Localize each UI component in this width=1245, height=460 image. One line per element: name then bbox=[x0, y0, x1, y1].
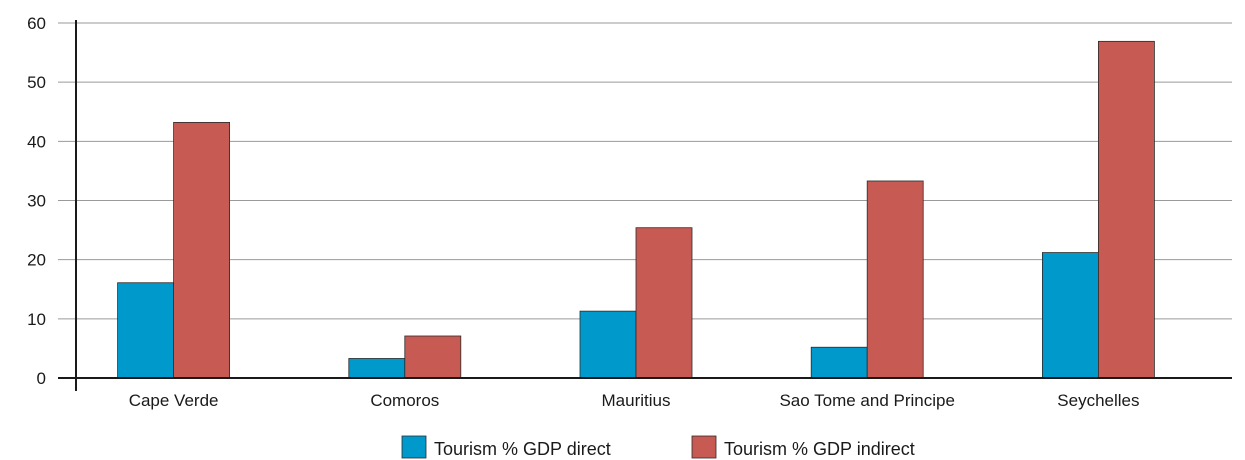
y-tick-label: 30 bbox=[27, 192, 46, 211]
x-category-label: Cape Verde bbox=[129, 391, 219, 410]
bar-direct bbox=[810, 346, 868, 379]
legend-swatch-direct bbox=[401, 435, 427, 459]
gridlines bbox=[58, 22, 1232, 320]
bar-direct bbox=[579, 310, 637, 379]
x-category-label: Mauritius bbox=[602, 391, 671, 410]
legend-swatch-indirect bbox=[691, 435, 717, 459]
bar-indirect bbox=[635, 227, 693, 379]
legend-label-direct: Tourism % GDP direct bbox=[434, 439, 611, 459]
bar-direct bbox=[348, 358, 406, 379]
bar-indirect bbox=[173, 122, 231, 379]
bar-direct bbox=[1042, 252, 1099, 379]
bar-direct bbox=[117, 282, 174, 379]
y-tick-label: 60 bbox=[27, 14, 46, 33]
bar-indirect bbox=[866, 180, 924, 379]
axes bbox=[58, 20, 1232, 391]
y-tick-label: 0 bbox=[37, 369, 46, 388]
y-tick-label: 10 bbox=[27, 310, 46, 329]
y-tick-label: 40 bbox=[27, 132, 46, 151]
bar-indirect bbox=[1098, 40, 1155, 379]
y-tick-label: 50 bbox=[27, 73, 46, 92]
y-axis-ticks: 0 10 20 30 40 50 60 bbox=[27, 14, 46, 388]
legend-label-indirect: Tourism % GDP indirect bbox=[724, 439, 915, 459]
y-tick-label: 20 bbox=[27, 251, 46, 270]
x-category-label: Comoros bbox=[370, 391, 439, 410]
x-category-label: Sao Tome and Principe bbox=[779, 391, 954, 410]
bar-indirect bbox=[404, 335, 462, 379]
x-axis-labels: Cape Verde Comoros Mauritius Sao Tome and P… bbox=[129, 391, 1140, 410]
legend: Tourism % GDP direct Tourism % GDP indir… bbox=[401, 435, 915, 459]
bars bbox=[117, 40, 1155, 379]
x-category-label: Seychelles bbox=[1057, 391, 1139, 410]
